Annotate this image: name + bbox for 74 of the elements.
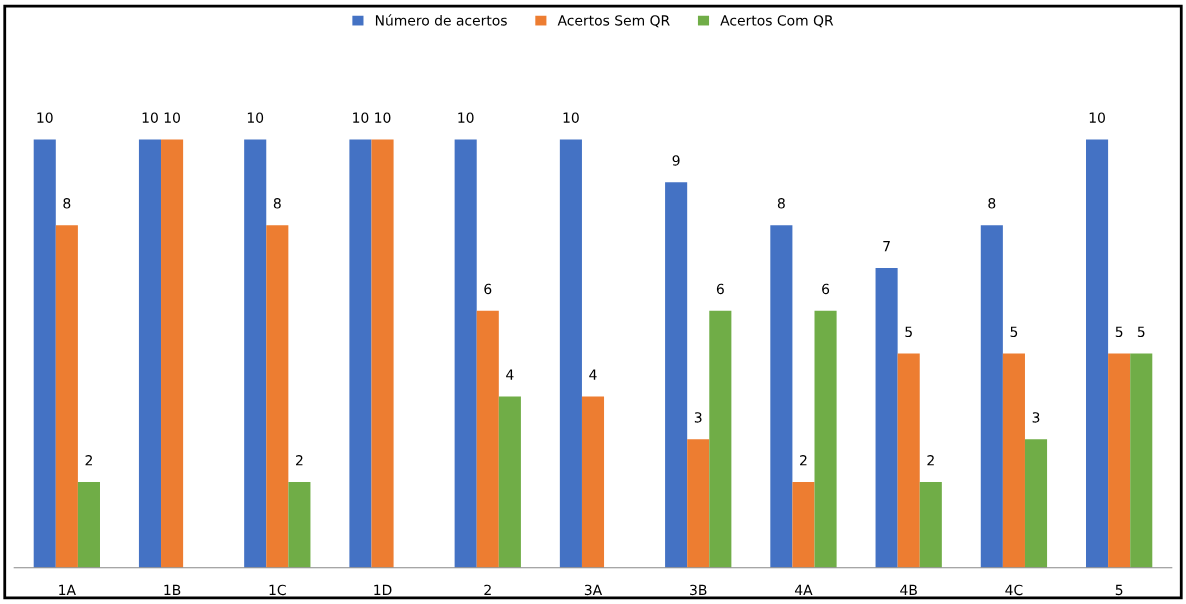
bar <box>897 353 920 568</box>
data-label: 10 <box>375 112 391 123</box>
data-label: 5 <box>905 326 912 338</box>
bar <box>919 482 942 568</box>
data-label: 6 <box>484 283 492 295</box>
data-label: 8 <box>273 198 281 209</box>
bar <box>1108 353 1131 568</box>
bar <box>476 310 499 568</box>
bar <box>980 225 1003 568</box>
data-label: 4 <box>589 369 597 380</box>
bar <box>161 139 184 568</box>
bar <box>349 139 372 568</box>
bar <box>814 310 837 568</box>
legend-label: Número de acertos <box>375 14 507 26</box>
data-label: 8 <box>63 198 71 209</box>
data-label: 10 <box>1089 112 1105 123</box>
x-tick-label: 1C <box>269 584 286 596</box>
bar <box>770 225 793 568</box>
data-label: 9 <box>672 155 680 166</box>
bar <box>792 482 815 568</box>
bar <box>709 310 732 568</box>
x-tick-label: 1A <box>59 584 76 595</box>
bar <box>559 139 582 568</box>
data-label: 2 <box>296 455 303 466</box>
bar <box>1086 139 1109 568</box>
bar <box>288 482 311 568</box>
data-label: 8 <box>777 198 785 209</box>
bar <box>55 225 78 568</box>
data-label: 3 <box>694 412 702 423</box>
x-tick-label: 1D <box>374 584 392 595</box>
x-tick-label: 4C <box>1005 584 1023 596</box>
bar <box>1002 353 1025 568</box>
bar <box>1024 439 1048 568</box>
bar <box>875 267 898 568</box>
data-label: 2 <box>927 455 934 466</box>
x-tick-label: 1B <box>164 584 181 595</box>
x-tick-label: 3A <box>584 584 603 596</box>
data-label: 4 <box>506 369 514 380</box>
x-tick-label: 3B <box>690 584 707 596</box>
bar <box>138 139 162 568</box>
data-label: 5 <box>1115 326 1123 338</box>
data-label: 8 <box>988 198 996 209</box>
bar <box>244 139 267 568</box>
legend-label: Acertos Com QR <box>720 15 834 28</box>
x-tick-label: 4B <box>900 584 917 595</box>
bar <box>498 396 521 568</box>
data-label: 10 <box>164 112 180 123</box>
data-label: 10 <box>247 112 264 123</box>
data-label: 2 <box>800 455 807 466</box>
data-label: 3 <box>1032 412 1040 423</box>
data-label: 10 <box>353 112 369 123</box>
data-label: 2 <box>85 455 92 466</box>
x-tick-label: 4A <box>794 584 813 595</box>
legend-label: Acertos Sem QR <box>557 15 670 28</box>
x-tick-label: 2 <box>484 584 491 595</box>
bar <box>77 482 100 568</box>
data-label: 5 <box>1010 326 1018 338</box>
bar <box>454 139 477 568</box>
data-label: 5 <box>1137 326 1145 338</box>
bar <box>665 182 688 568</box>
data-label: 10 <box>37 112 53 123</box>
bar <box>33 139 56 568</box>
data-label: 6 <box>716 283 724 295</box>
data-label: 10 <box>142 112 158 123</box>
data-label: 7 <box>883 241 890 252</box>
x-tick-label: 5 <box>1115 584 1123 596</box>
data-label: 10 <box>563 112 579 123</box>
data-label: 6 <box>822 283 830 295</box>
bar <box>1130 353 1153 568</box>
data-label: 10 <box>458 112 474 123</box>
bar <box>266 225 289 568</box>
bar <box>371 139 394 568</box>
bar <box>581 396 605 568</box>
bar <box>687 439 710 568</box>
